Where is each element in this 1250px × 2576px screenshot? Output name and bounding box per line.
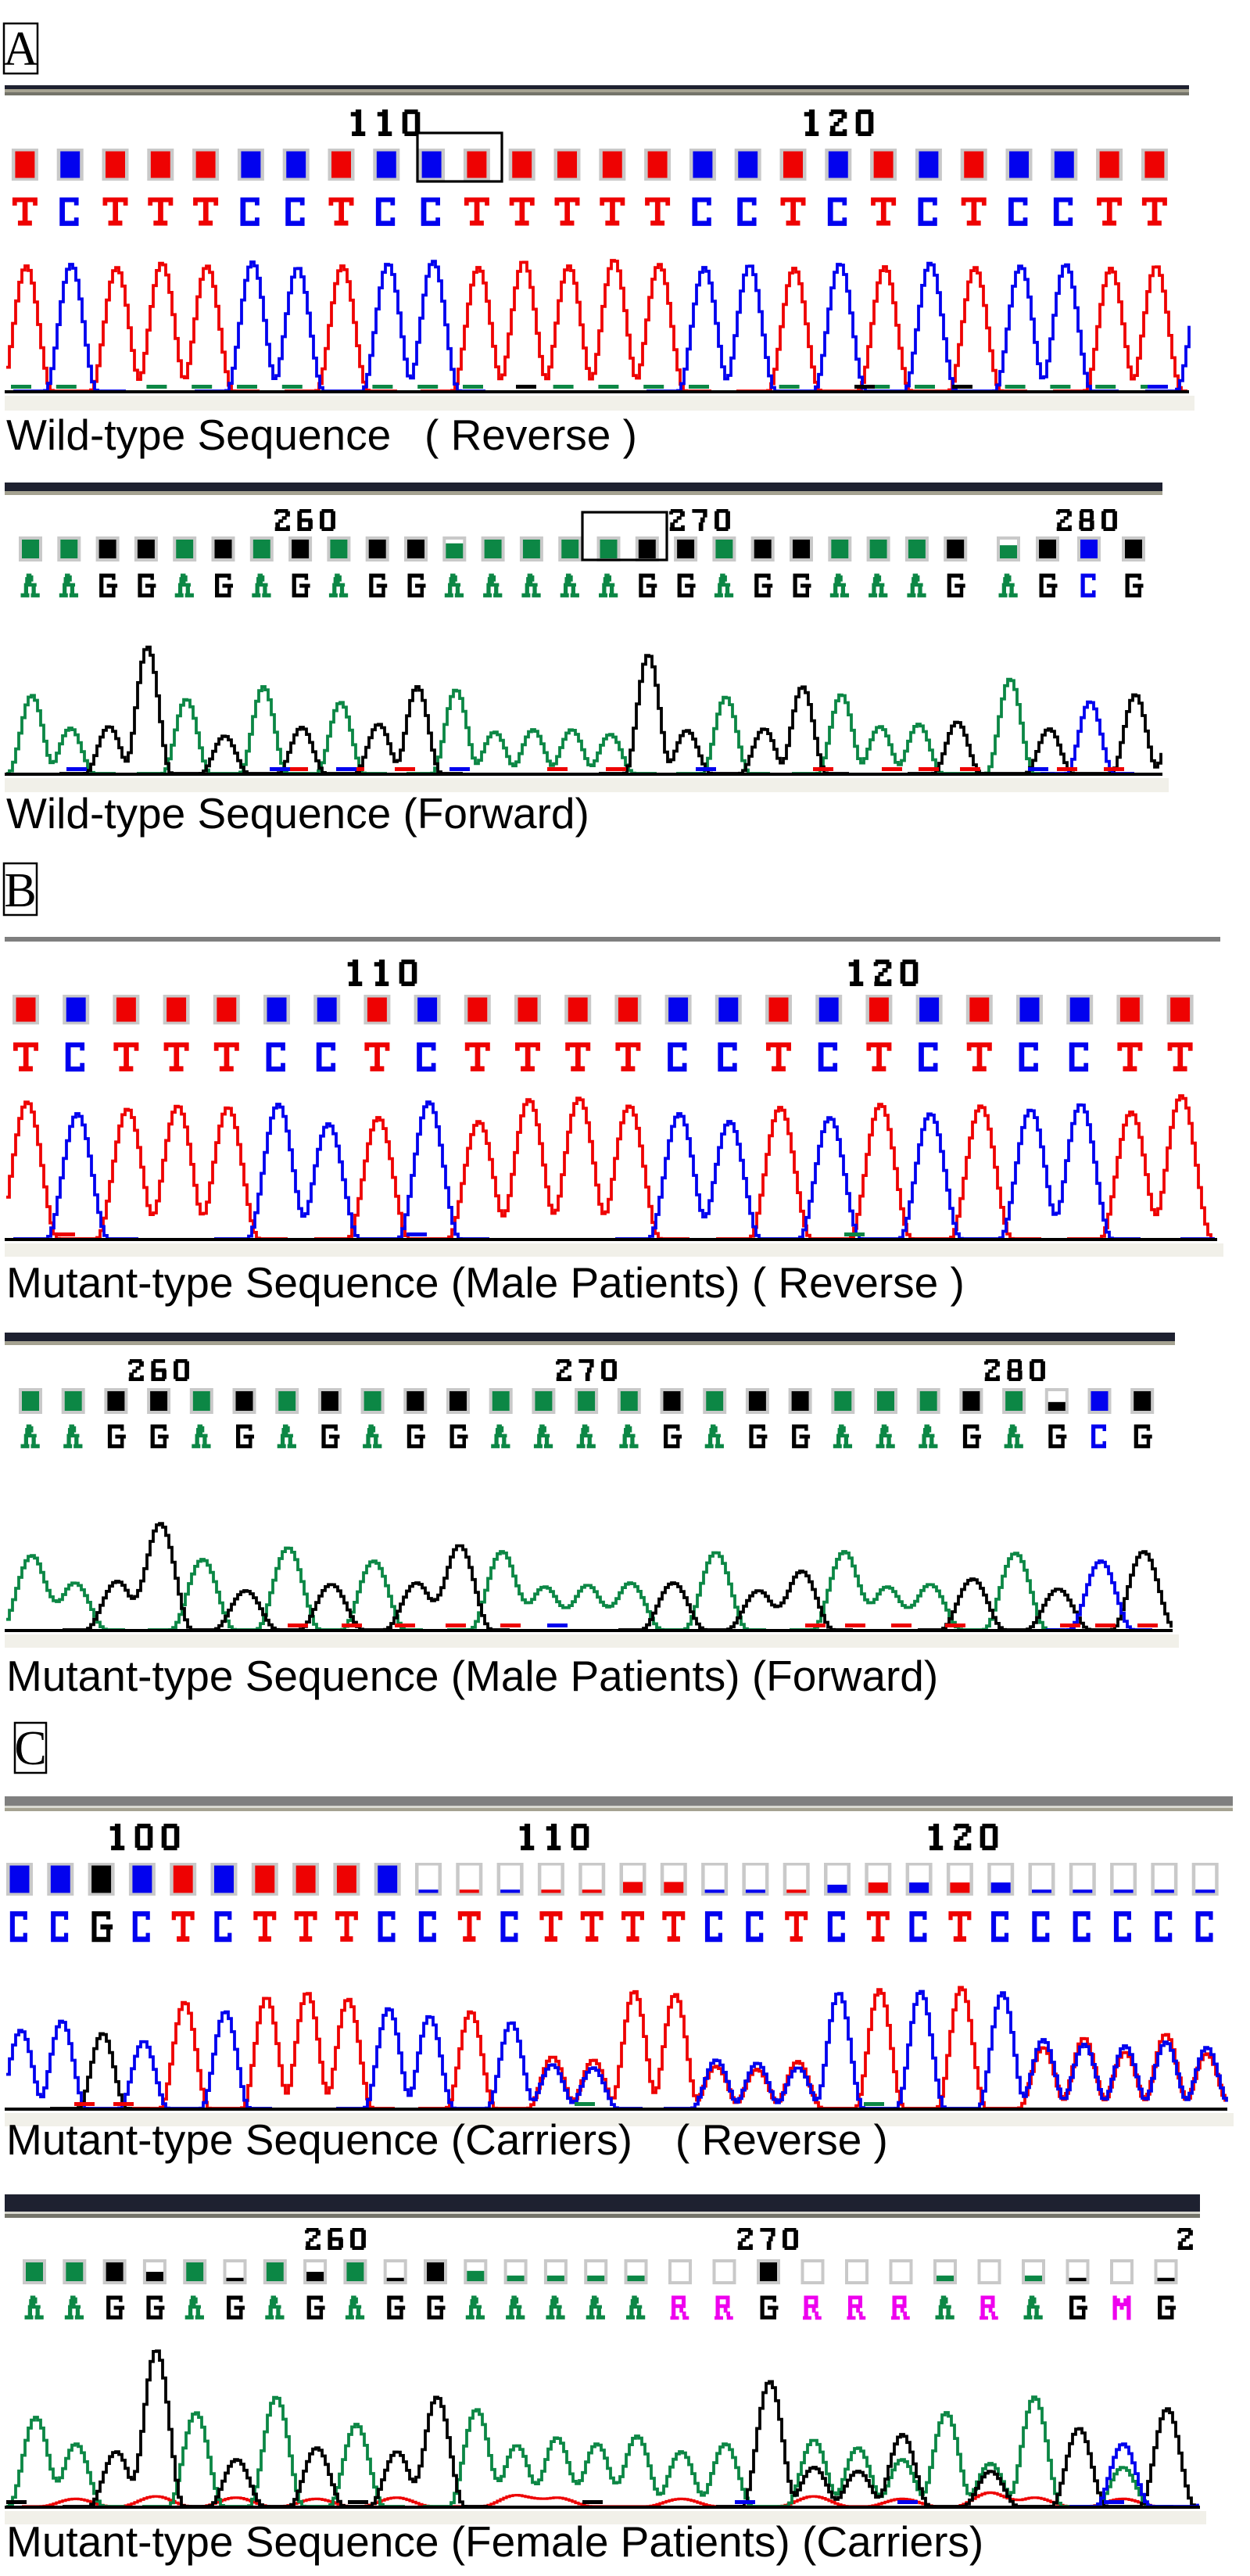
svg-text:C: C: [14, 1722, 46, 1775]
svg-text:A: A: [3, 23, 38, 76]
svg-text:B: B: [4, 864, 36, 917]
